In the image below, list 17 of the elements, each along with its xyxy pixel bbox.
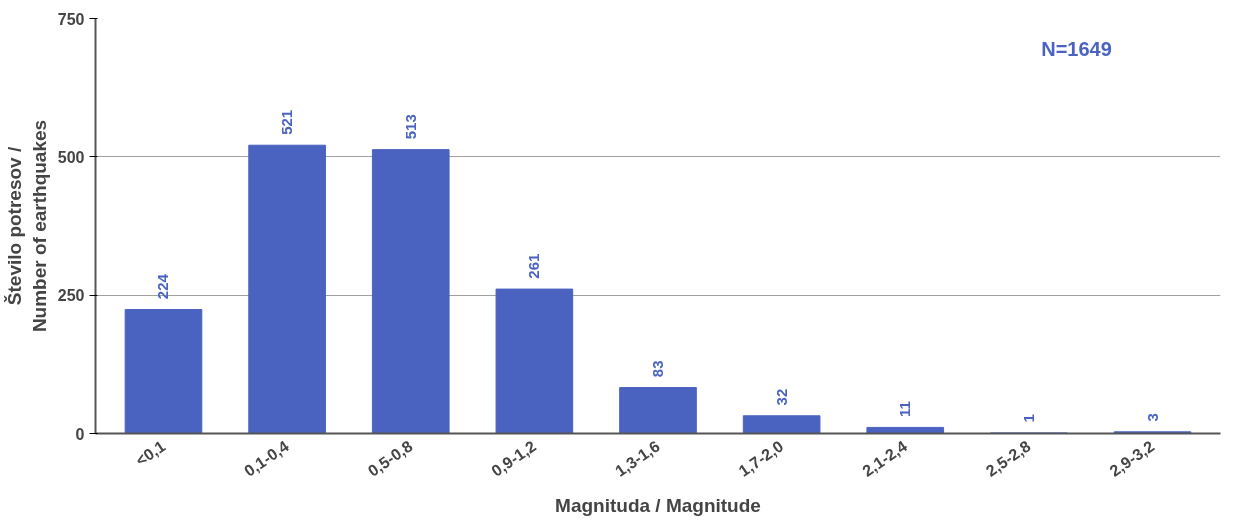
data-label: 521	[278, 109, 296, 135]
data-label: 3	[1143, 413, 1161, 422]
data-label: 11	[896, 401, 914, 418]
data-label: 513	[401, 114, 419, 140]
y-tick-label: 250	[57, 287, 85, 305]
y-axis-title: Število potresov / Number of earthquakes	[3, 119, 50, 333]
y-tick-label: 500	[57, 148, 85, 166]
data-label: 224	[154, 273, 172, 300]
annotation: N=1649	[1041, 38, 1112, 60]
y-tick-label: 0	[75, 425, 85, 443]
data-label: 83	[649, 360, 666, 378]
data-label: 1	[1019, 414, 1037, 423]
data-label: 261	[525, 253, 543, 279]
y-tick-label: 750	[57, 10, 85, 28]
x-tick-label: <0,1	[132, 437, 169, 470]
data-label: 32	[772, 388, 790, 406]
x-axis-title: Magnituda / Magnitude	[555, 494, 761, 516]
